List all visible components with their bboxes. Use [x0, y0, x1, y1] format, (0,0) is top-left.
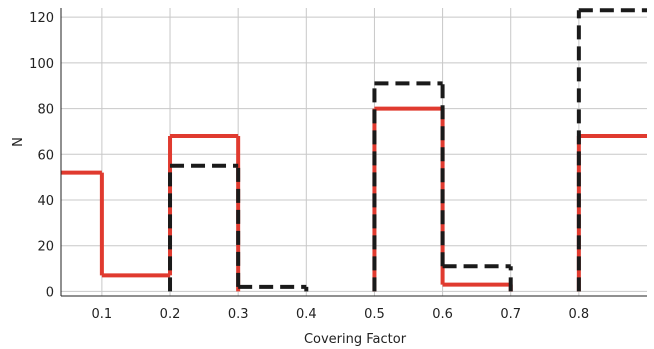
axes	[60, 8, 647, 297]
x-axis-label: Covering Factor	[304, 332, 407, 347]
y-tick-label: 20	[37, 240, 54, 255]
grid	[61, 8, 647, 296]
x-tick-label: 0.2	[160, 307, 181, 322]
x-tick-label: 0.6	[432, 307, 453, 322]
series-1	[168, 8, 647, 292]
y-tick-label: 120	[29, 11, 54, 26]
y-tick-label: 40	[37, 194, 54, 209]
series-layer	[61, 8, 647, 292]
x-tick-label: 0.7	[500, 307, 521, 322]
x-tick-label: 0.4	[296, 307, 317, 322]
y-tick-label: 0	[46, 285, 54, 300]
x-tick-label: 0.3	[228, 307, 249, 322]
y-axis-label: N	[11, 137, 26, 147]
y-tick-label: 60	[37, 148, 54, 163]
y-tick-label: 100	[29, 57, 54, 72]
x-tick-label: 0.1	[92, 307, 113, 322]
tick-labels: 0.1 0.2 0.3 0.4 0.5 0.6 0.7 0.8 0 20 40 60 80 100 120	[29, 11, 589, 322]
x-tick-label: 0.5	[364, 307, 385, 322]
y-tick-label: 80	[37, 103, 54, 118]
x-tick-label: 0.8	[569, 307, 590, 322]
